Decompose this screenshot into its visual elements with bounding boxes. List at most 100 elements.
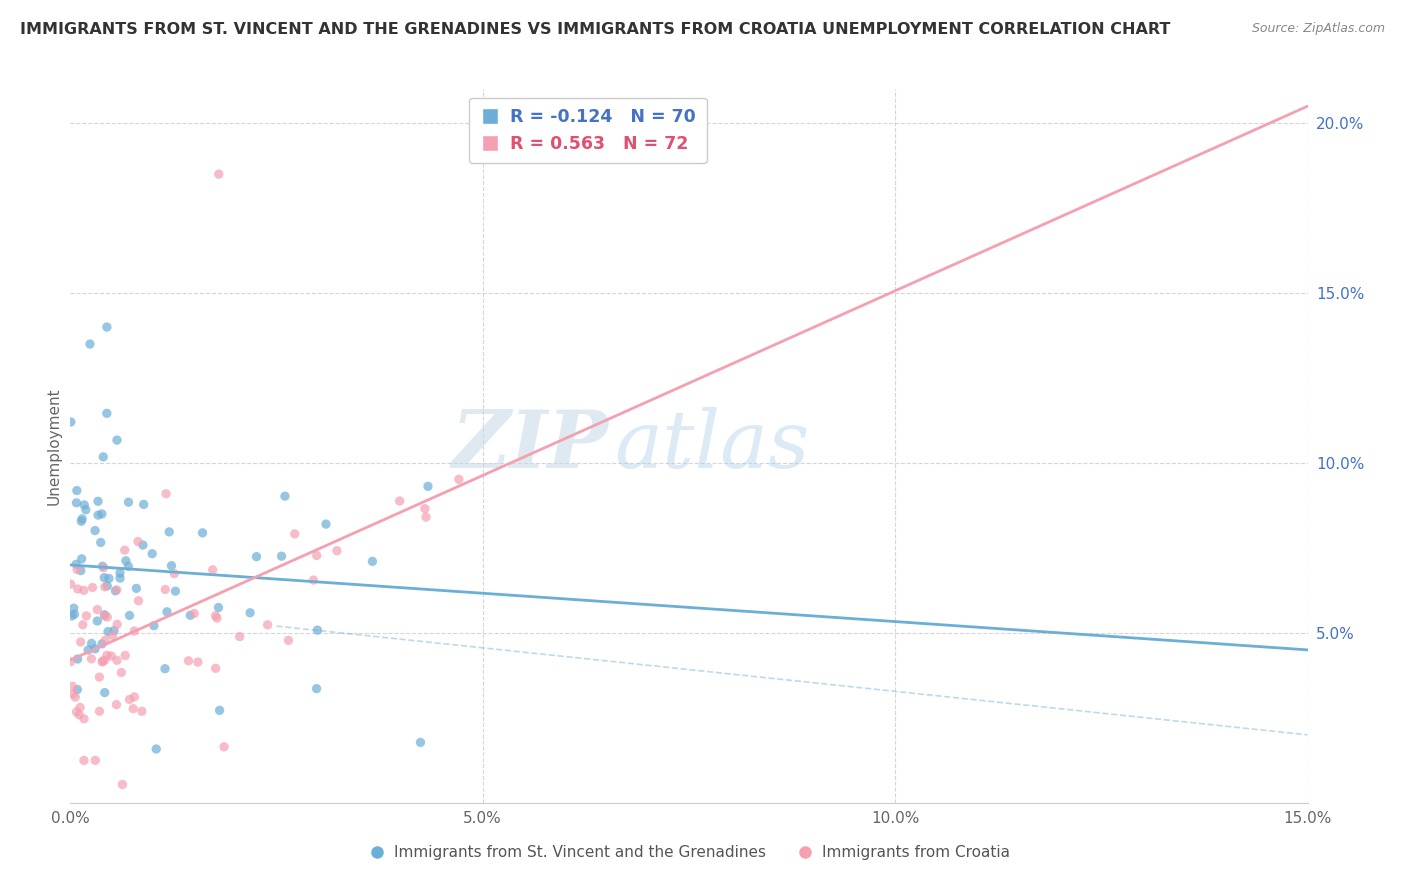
Point [89,670,111,684]
Point [96,648,118,663]
Point [305,549,328,563]
Point [117,495,139,509]
Point [132,497,155,511]
Point [179,608,201,623]
Point [413,501,436,516]
Point [270,549,292,564]
Point [105,433,128,447]
Point [59,655,82,669]
Point [302,573,325,587]
Point [155,487,177,501]
Point [65,690,87,705]
Point [97,624,120,639]
Point [65,496,87,510]
Point [70,551,93,566]
Point [84,524,107,538]
Point [84,753,107,767]
Point [678,133,700,147]
Point [415,510,437,524]
Point [124,624,146,638]
Point [66,582,89,596]
Point [91,559,114,574]
Point [94,580,117,594]
Point [66,652,89,666]
Point [124,690,146,704]
Point [105,653,128,667]
Point [110,665,132,680]
Point [60,609,83,624]
Point [117,559,139,574]
Point [86,602,108,616]
Point [388,494,411,508]
Point [122,701,145,715]
Text: IMMIGRANTS FROM ST. VINCENT AND THE GRENADINES VS IMMIGRANTS FROM CROATIA UNEMPL: IMMIGRANTS FROM ST. VINCENT AND THE GREN… [20,22,1170,37]
Point [155,582,177,597]
Point [307,623,329,637]
Point [80,636,103,650]
Point [59,577,82,591]
Point [97,571,120,585]
Point [239,606,262,620]
Point [114,543,136,558]
Point [212,739,235,754]
Point [315,517,337,532]
Point [131,704,153,718]
Point [73,754,96,768]
Point [118,608,141,623]
Point [105,698,128,712]
Point [93,653,115,667]
Point [80,652,103,666]
Point [63,607,86,622]
Point [77,643,100,657]
Point [127,534,149,549]
Point [114,648,136,663]
Point [132,538,155,552]
Point [101,628,124,642]
Point [305,681,328,696]
Point [96,610,118,624]
Point [111,777,134,791]
Point [93,607,115,622]
Point [89,704,111,718]
Point [142,618,165,632]
Point [79,337,101,351]
Point [69,564,91,578]
Point [96,579,118,593]
Point [156,605,179,619]
Point [62,679,84,693]
Point [118,692,141,706]
Point [191,525,214,540]
Point [153,662,176,676]
Point [73,498,96,512]
Point [66,483,89,498]
Point [361,554,384,568]
Point [187,655,209,669]
Point [96,406,118,420]
Point [67,707,90,722]
Point [115,554,138,568]
Point [86,614,108,628]
Point [416,479,439,493]
Point [59,415,82,429]
Point [93,685,115,699]
Point [108,571,131,585]
Point [201,563,224,577]
Point [65,558,87,572]
Point [62,687,84,701]
Point [163,566,186,581]
Point [205,611,228,625]
Point [84,641,107,656]
Point [75,502,97,516]
Point [69,635,91,649]
Point [90,507,112,521]
Point [94,633,117,648]
Point [208,703,231,717]
Text: Source: ZipAtlas.com: Source: ZipAtlas.com [1251,22,1385,36]
Point [105,582,128,597]
Point [409,735,432,749]
Point [72,617,94,632]
Point [90,535,112,549]
Point [93,571,115,585]
Point [91,450,114,464]
Point [87,508,110,523]
